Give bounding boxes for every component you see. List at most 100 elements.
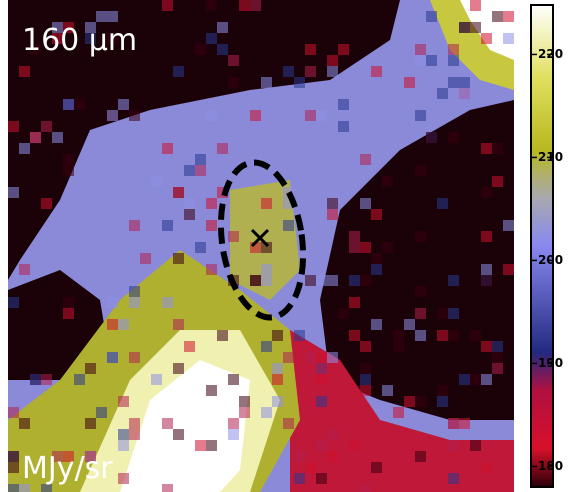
pixel [448,418,459,429]
pixel [206,264,217,275]
pixel [316,275,327,286]
pixel [8,407,19,418]
pixel [415,396,426,407]
pixel [283,198,294,209]
pixel [19,264,30,275]
pixel [228,418,239,429]
pixel [195,44,206,55]
pixel [327,429,338,440]
pixel [415,165,426,176]
pixel [228,55,239,66]
pixel [327,451,338,462]
pixel [272,374,283,385]
pixel [360,198,371,209]
pixel [63,99,74,110]
pixel [41,374,52,385]
pixel [327,55,338,66]
pixel [327,209,338,220]
pixel [316,396,327,407]
pixel [371,66,382,77]
pixel [327,198,338,209]
pixel [470,440,481,451]
pixel [129,352,140,363]
pixel [481,231,492,242]
pixel [470,330,481,341]
pixel [8,462,19,473]
pixel [162,418,173,429]
pixel [437,88,448,99]
pixel [239,396,250,407]
pixel [206,385,217,396]
pixel [294,451,305,462]
pixel [217,330,228,341]
pixel [30,374,41,385]
pixel [250,0,261,11]
pixel [470,374,481,385]
pixel [316,363,327,374]
pixel [140,253,151,264]
pixel [129,429,140,440]
pixel [96,11,107,22]
pixel [250,275,261,286]
pixel [85,418,96,429]
pixel [437,396,448,407]
pixel [63,297,74,308]
pixel [250,242,261,253]
pixel [129,286,140,297]
pixel [19,66,30,77]
pixel [118,429,129,440]
pixel [327,275,338,286]
pixel [206,110,217,121]
pixel [74,99,85,110]
pixel [195,242,206,253]
pixel [338,121,349,132]
pixel [360,242,371,253]
pixel [492,176,503,187]
pixel [316,473,327,484]
pixel [118,319,129,330]
pixel [415,55,426,66]
map [8,0,514,492]
pixel [129,110,140,121]
pixel [107,110,118,121]
pixel [448,44,459,55]
tick-label: 210 [538,150,563,164]
pixel [492,363,503,374]
pixel [327,66,338,77]
pixel [481,187,492,198]
pixel [206,0,217,11]
pixel [305,462,316,473]
pixel [107,297,118,308]
pixel [459,374,470,385]
pixel [261,275,272,286]
pixel [151,176,162,187]
pixel [316,440,327,451]
pixel [228,374,239,385]
pixel [448,77,459,88]
pixel [184,209,195,220]
pixel [415,308,426,319]
pixel [492,143,503,154]
pixel [437,198,448,209]
pixel [382,385,393,396]
pixel [360,275,371,286]
pixel [217,22,228,33]
pixel [283,66,294,77]
colorbar [530,4,554,488]
pixel [316,352,327,363]
pixel [217,143,228,154]
pixel [437,330,448,341]
pixel [305,44,316,55]
pixel [338,44,349,55]
pixel [52,451,63,462]
pixel [393,407,404,418]
pixel [228,231,239,242]
pixel [316,374,327,385]
pixel [195,440,206,451]
pixel [349,242,360,253]
pixel [305,66,316,77]
pixel [8,121,19,132]
pixel [261,198,272,209]
pixel [162,484,173,492]
